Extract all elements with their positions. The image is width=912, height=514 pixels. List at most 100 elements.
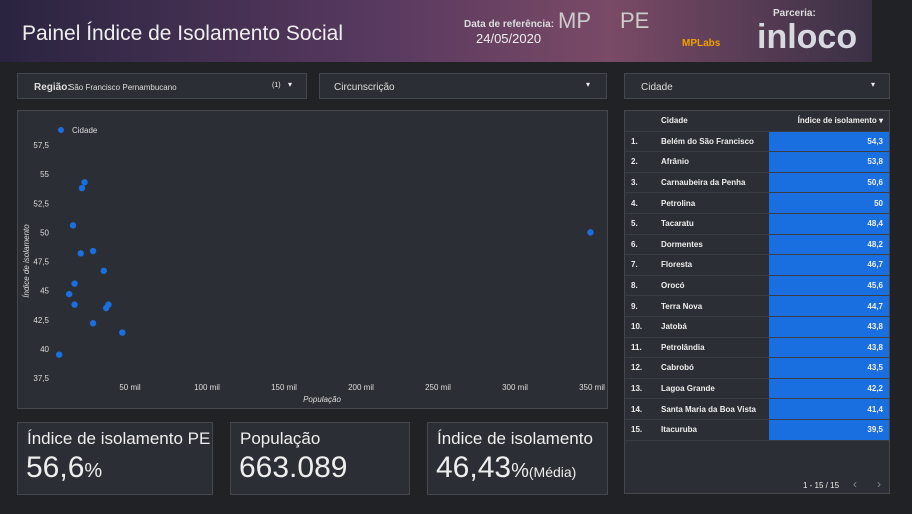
legend-marker bbox=[58, 127, 64, 133]
index: 44,7 bbox=[769, 295, 889, 317]
y-axis-title: Índice de isolamento bbox=[22, 224, 31, 298]
y-tick-label: 52,5 bbox=[33, 199, 49, 208]
point bbox=[102, 304, 110, 312]
rank: 12. bbox=[625, 357, 655, 379]
point bbox=[587, 229, 594, 236]
point bbox=[119, 329, 126, 336]
filter-count: (1) bbox=[272, 82, 281, 89]
filter-label: Circunscrição bbox=[334, 82, 395, 93]
note: (Média) bbox=[528, 464, 577, 480]
table-row: 9. Terra Nova 44,7 bbox=[625, 295, 889, 317]
y-tick-label: 57,5 bbox=[33, 141, 49, 150]
filter-value: São Francisco Pernambucano bbox=[69, 83, 177, 92]
prev-page[interactable]: ‹ bbox=[853, 477, 857, 491]
point bbox=[77, 250, 84, 257]
city: Floresta bbox=[655, 254, 769, 276]
column-header[interactable]: Índice de isolamento ▾ bbox=[769, 111, 889, 132]
y-tick-label: 50 bbox=[40, 228, 49, 237]
index: 48,2 bbox=[769, 234, 889, 256]
table-row: 12. Cabrobó 43,5 bbox=[625, 357, 889, 379]
logo: MP bbox=[558, 8, 591, 33]
point bbox=[55, 351, 63, 358]
kpi-value: 56,6% bbox=[26, 451, 102, 485]
rank: 10. bbox=[625, 316, 655, 338]
point bbox=[71, 280, 78, 287]
rank: 6. bbox=[625, 234, 655, 256]
x-axis-title: População bbox=[303, 395, 341, 404]
city: Petrolândia bbox=[655, 337, 769, 359]
scatter-chart: Cidade População Índice de isolamento 37… bbox=[22, 126, 605, 404]
index: 54,3 bbox=[769, 131, 889, 153]
value: 56,6 bbox=[26, 451, 85, 484]
circ-filter[interactable]: Circunscrição ▾ bbox=[319, 73, 607, 99]
city: Petrolina bbox=[655, 192, 769, 214]
next-page[interactable]: › bbox=[877, 477, 881, 491]
city: Itacuruba bbox=[655, 419, 769, 441]
city: Cabrobó bbox=[655, 357, 769, 379]
rank: 2. bbox=[625, 151, 655, 173]
logo: inloco bbox=[757, 18, 858, 56]
legend-label: Cidade bbox=[72, 126, 98, 135]
table-row: 13. Lagoa Grande 42,2 bbox=[625, 378, 889, 400]
table-row: 6. Dormentes 48,2 bbox=[625, 234, 889, 256]
x-tick-label: 300 mil bbox=[502, 383, 528, 392]
region-filter[interactable]: Região: São Francisco Pernambucano (1) ▾ bbox=[17, 73, 307, 99]
point bbox=[69, 222, 77, 229]
rank: 15. bbox=[625, 419, 655, 441]
y-tick-label: 55 bbox=[40, 170, 49, 179]
filter-label: Região: bbox=[34, 82, 71, 93]
pagination: 1 - 15 / 15 bbox=[803, 481, 840, 490]
date: 24/05/2020 bbox=[476, 31, 542, 46]
table-row: 7. Floresta 46,7 bbox=[625, 254, 889, 276]
rank: 4. bbox=[625, 192, 655, 214]
filter-label: Cidade bbox=[641, 82, 673, 93]
index: 43,5 bbox=[769, 357, 889, 379]
unit: % bbox=[511, 460, 529, 482]
table-row: 14. Santa Maria da Boa Vista 41,4 bbox=[625, 398, 889, 420]
index: 50 bbox=[769, 192, 889, 214]
rank: 8. bbox=[625, 275, 655, 297]
index: 50,6 bbox=[769, 172, 889, 194]
city: Tacaratu bbox=[655, 213, 769, 235]
table-row: 8. Orocó 45,6 bbox=[625, 275, 889, 297]
city: Santa Maria da Boa Vista bbox=[655, 398, 769, 420]
point bbox=[89, 320, 97, 327]
y-tick-label: 37,5 bbox=[33, 374, 49, 383]
point bbox=[81, 179, 88, 186]
index: 48,4 bbox=[769, 213, 889, 235]
index: 41,4 bbox=[769, 398, 889, 420]
city: Dormentes bbox=[655, 234, 769, 256]
y-tick-label: 40 bbox=[40, 345, 49, 354]
x-tick-label: 150 mil bbox=[271, 383, 297, 392]
index: 45,6 bbox=[769, 275, 889, 297]
kpi-card: Índice de isolamento PE 56,6% bbox=[17, 422, 213, 495]
unit: % bbox=[84, 460, 103, 482]
title: Painel Índice de Isolamento Social bbox=[22, 22, 344, 45]
city-filter[interactable]: Cidade ▾ bbox=[624, 73, 890, 99]
date-label: Data de referência: bbox=[464, 19, 555, 30]
column-header: Cidade bbox=[655, 111, 769, 132]
logo: MPLabs bbox=[682, 38, 721, 49]
kpi-label: Índice de isolamento PE bbox=[27, 429, 211, 448]
rank: 13. bbox=[625, 378, 655, 400]
index: 43,8 bbox=[769, 337, 889, 359]
city: Belém do São Francisco bbox=[655, 131, 769, 153]
rank: 7. bbox=[625, 254, 655, 276]
scatter-panel: Cidade População Índice de isolamento 37… bbox=[17, 110, 608, 409]
table-row: 4. Petrolina 50 bbox=[625, 192, 889, 214]
point bbox=[78, 184, 86, 192]
y-tick-label: 42,5 bbox=[33, 316, 49, 325]
point bbox=[65, 290, 73, 298]
y-tick-label: 47,5 bbox=[33, 258, 49, 267]
city: Afrânio bbox=[655, 151, 769, 173]
table-panel: Cidade Índice de isolamento ▾ 1. Belém do … bbox=[624, 110, 890, 494]
index: 42,2 bbox=[769, 378, 889, 400]
point bbox=[100, 267, 108, 275]
table-row: 5. Tacaratu 48,4 bbox=[625, 213, 889, 235]
logo: PE bbox=[620, 8, 650, 33]
city: Lagoa Grande bbox=[655, 378, 769, 400]
table-row: 15. Itacuruba 39,5 bbox=[625, 419, 889, 441]
table-row: 11. Petrolândia 43,8 bbox=[625, 337, 889, 359]
index: 43,8 bbox=[769, 316, 889, 338]
